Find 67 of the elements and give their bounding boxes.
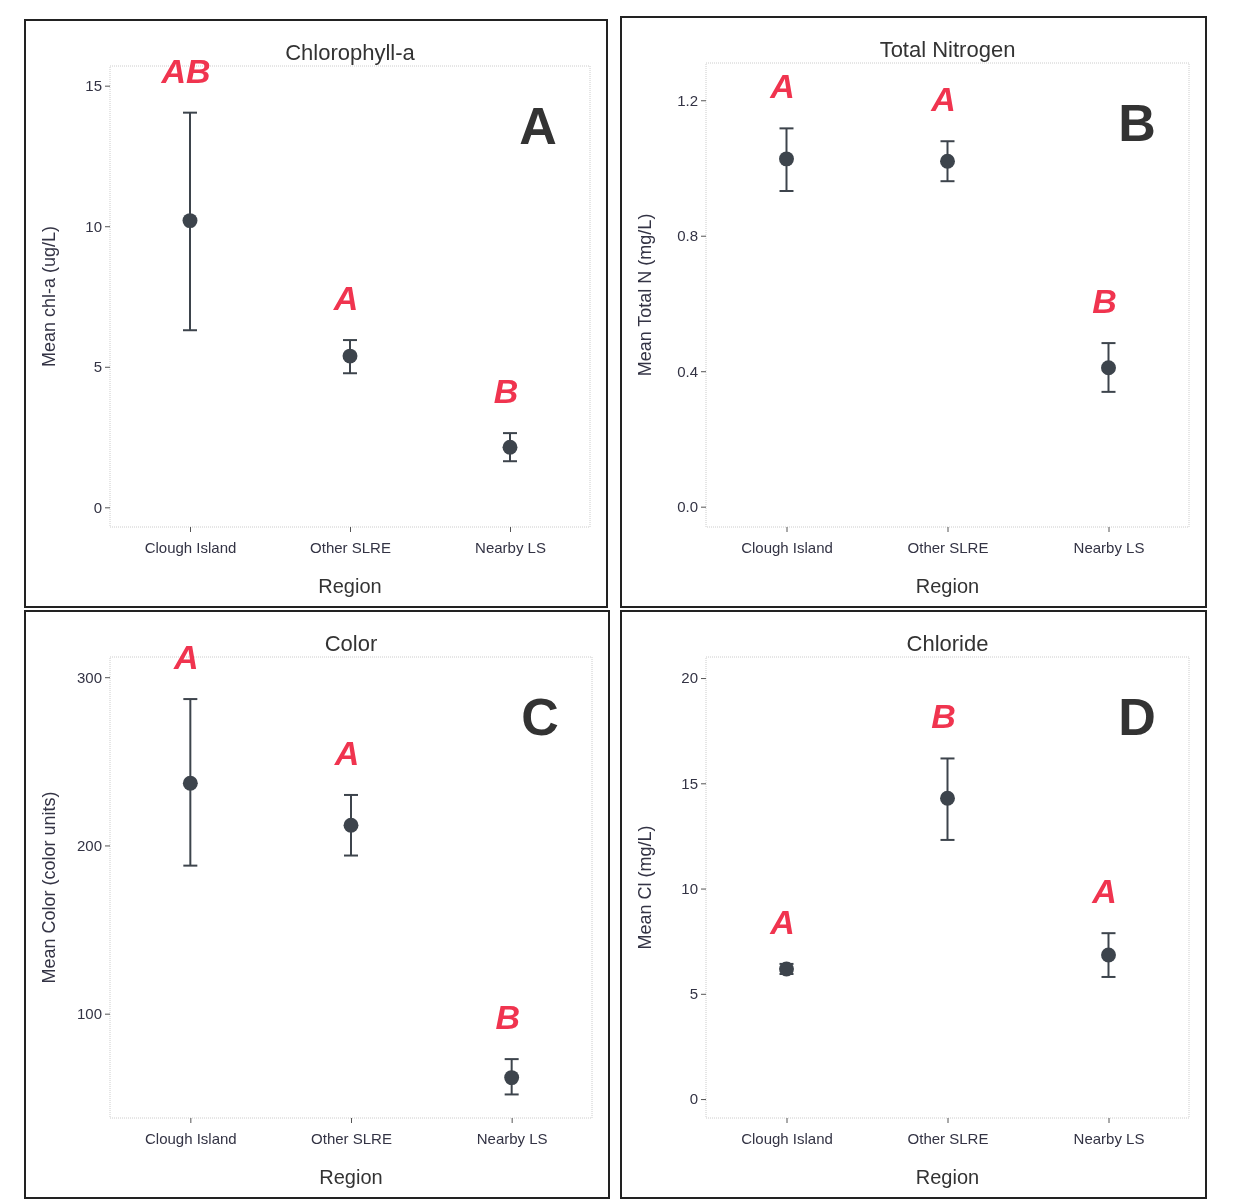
y-tick-label: 20 <box>681 669 698 687</box>
annotation: B <box>931 697 956 736</box>
x-axis-title: Region <box>319 1166 383 1188</box>
point <box>342 348 358 364</box>
annotation: B <box>493 372 519 411</box>
point <box>504 1070 520 1086</box>
y-tick-label: 15 <box>85 76 102 94</box>
x-tick-label: Clough Island <box>741 1130 833 1147</box>
x-tick-label: Nearby LS <box>1073 1130 1145 1147</box>
y-tick-label: 0 <box>689 1090 698 1108</box>
annotation: A <box>173 638 199 677</box>
annotation: B <box>1092 282 1117 321</box>
y-tick-label: 200 <box>76 836 102 854</box>
point <box>779 151 794 167</box>
y-tick-label: 1.2 <box>677 91 698 109</box>
annotation: A <box>769 902 795 941</box>
x-tick-label: Other SLRE <box>310 539 391 556</box>
annotation: A <box>519 97 557 155</box>
annotation: B <box>495 998 520 1037</box>
annotation: B <box>1118 94 1156 152</box>
annotation: A <box>1091 872 1117 911</box>
annotation: A <box>930 80 956 119</box>
x-tick-label: Other SLRE <box>311 1130 392 1147</box>
point <box>1101 360 1116 376</box>
y-tick-label: 100 <box>76 1004 102 1022</box>
x-tick-label: Clough Island <box>741 539 833 556</box>
point <box>940 153 955 169</box>
y-tick-label: 0.8 <box>677 227 698 245</box>
point <box>182 213 198 229</box>
x-tick-label: Nearby LS <box>475 539 546 556</box>
x-axis-title: Region <box>915 575 980 597</box>
annotation: A <box>769 67 795 106</box>
x-tick-label: Nearby LS <box>1073 539 1145 556</box>
y-tick-label: 300 <box>76 668 102 686</box>
y-axis-title: Mean Total N (mg/L) <box>635 213 655 377</box>
annotation: A <box>332 279 359 318</box>
chart-title: Color <box>324 631 378 656</box>
y-tick-label: 5 <box>93 358 102 376</box>
point <box>940 790 955 806</box>
y-axis-title: Mean Cl (mg/L) <box>635 825 655 950</box>
annotation: AB <box>160 51 211 90</box>
y-tick-label: 5 <box>689 985 698 1003</box>
x-tick-label: Other SLRE <box>907 539 989 556</box>
chart-title: Chlorophyll-a <box>285 40 416 65</box>
y-axis-title: Mean chl-a (ug/L) <box>39 225 59 368</box>
point <box>502 439 518 455</box>
point <box>182 775 198 791</box>
y-tick-label: 0.0 <box>677 497 698 515</box>
x-axis-title: Region <box>318 575 382 597</box>
y-axis-title: Mean Color (color units) <box>39 791 59 984</box>
y-tick-label: 10 <box>681 879 698 897</box>
y-tick-label: 15 <box>681 774 698 792</box>
point <box>1101 947 1116 963</box>
chart-title: Total Nitrogen <box>879 37 1016 62</box>
chart-title: Chloride <box>906 631 989 656</box>
annotation: D <box>1118 688 1156 746</box>
annotation: A <box>333 733 360 772</box>
x-axis-title: Region <box>915 1166 980 1188</box>
y-tick-label: 0 <box>93 498 102 516</box>
x-tick-label: Other SLRE <box>907 1130 989 1147</box>
x-tick-label: Nearby LS <box>476 1130 548 1147</box>
point <box>343 817 359 833</box>
annotation: C <box>521 688 559 746</box>
y-tick-label: 0.4 <box>677 362 698 380</box>
x-tick-label: Clough Island <box>144 539 237 556</box>
x-tick-label: Clough Island <box>144 1130 237 1147</box>
y-tick-label: 10 <box>85 217 102 235</box>
